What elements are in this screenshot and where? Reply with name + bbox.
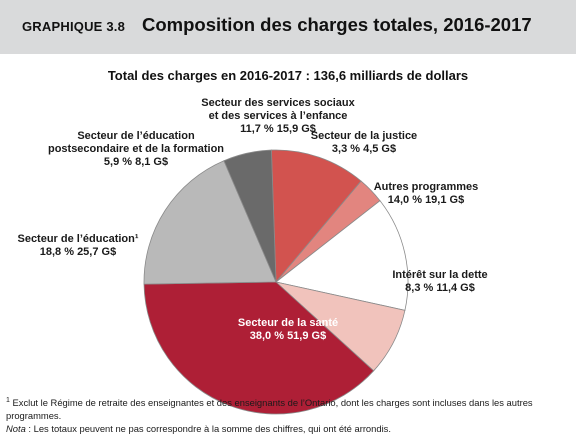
slice-name-label: Secteur de la justice: [311, 130, 417, 142]
graph-number-label: GRAPHIQUE 3.8: [22, 19, 126, 34]
chart-title: Composition des charges totales, 2016-20…: [142, 14, 532, 35]
note-label: Nota: [6, 423, 26, 434]
footnote-text: Exclut le Régime de retraite des enseign…: [6, 397, 533, 421]
slice-name-label: Intérêt sur la dette: [392, 269, 487, 281]
pie-slice-7: [223, 149, 277, 283]
pie-slice-5: [143, 281, 375, 415]
header-divider: [0, 54, 576, 56]
pie-slice-1: [270, 149, 362, 284]
footnote-marker: 1: [6, 396, 10, 404]
slice-value-label: 8,3 % 11,4 G$: [405, 282, 475, 294]
slice-value-label: 11,7 % 15,9 G$: [240, 123, 316, 135]
note: Nota : Les totaux peuvent ne pas corresp…: [6, 422, 572, 435]
slice-value-label: 3,3 % 4,5 G$: [332, 143, 396, 155]
slice-value-label: 38,0 % 51,9 G$: [250, 330, 326, 342]
slice-name-label: et des services à l’enfance: [209, 110, 348, 122]
footnote: 1 Exclut le Régime de retraite des ensei…: [6, 396, 572, 422]
pie-slice-3: [275, 200, 409, 311]
slice-value-label: 14,0 % 19,1 G$: [388, 194, 464, 206]
slice-value-label: 18,8 % 25,7 G$: [40, 246, 116, 258]
slice-name-label: Autres programmes: [374, 181, 479, 193]
slice-name-label: postsecondaire et de la formation: [48, 143, 224, 155]
note-text: : Les totaux peuvent ne pas correspondre…: [25, 423, 391, 434]
chart-notes: 1 Exclut le Régime de retraite des ensei…: [6, 396, 572, 435]
slice-name-label: Secteur de la santé: [238, 317, 338, 329]
header-band: [0, 0, 576, 54]
pie-slice-6: [143, 160, 277, 285]
slice-value-label: 5,9 % 8,1 G$: [104, 156, 168, 168]
chart-subtitle: Total des charges en 2016-2017 : 136,6 m…: [107, 68, 469, 83]
slice-name-label: Secteur des services sociaux: [201, 97, 355, 109]
slice-name-label: Secteur de l’éducation¹: [17, 233, 138, 245]
slice-name-label: Secteur de l’éducation: [77, 130, 195, 142]
